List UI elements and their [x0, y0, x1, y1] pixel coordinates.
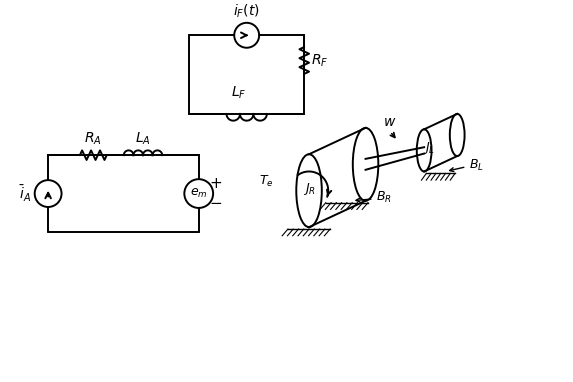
Text: $R_F$: $R_F$ [311, 52, 328, 69]
Text: $J_L$: $J_L$ [423, 141, 435, 157]
Text: $B_L$: $B_L$ [469, 158, 484, 173]
Text: $e_m$: $e_m$ [190, 187, 207, 200]
Text: +: + [210, 176, 222, 191]
Text: $L_F$: $L_F$ [231, 84, 247, 100]
Text: −: − [210, 196, 222, 210]
Text: $L_A$: $L_A$ [135, 130, 151, 147]
Text: $i_F(t)$: $i_F(t)$ [233, 3, 260, 20]
Text: $w$: $w$ [383, 115, 397, 129]
Text: $B_R$: $B_R$ [376, 190, 391, 206]
Text: $T_e$: $T_e$ [259, 173, 273, 189]
Text: $J_R$: $J_R$ [303, 181, 316, 197]
Text: $\bar{i}_A$: $\bar{i}_A$ [19, 183, 31, 204]
Text: $R_A$: $R_A$ [84, 130, 102, 147]
